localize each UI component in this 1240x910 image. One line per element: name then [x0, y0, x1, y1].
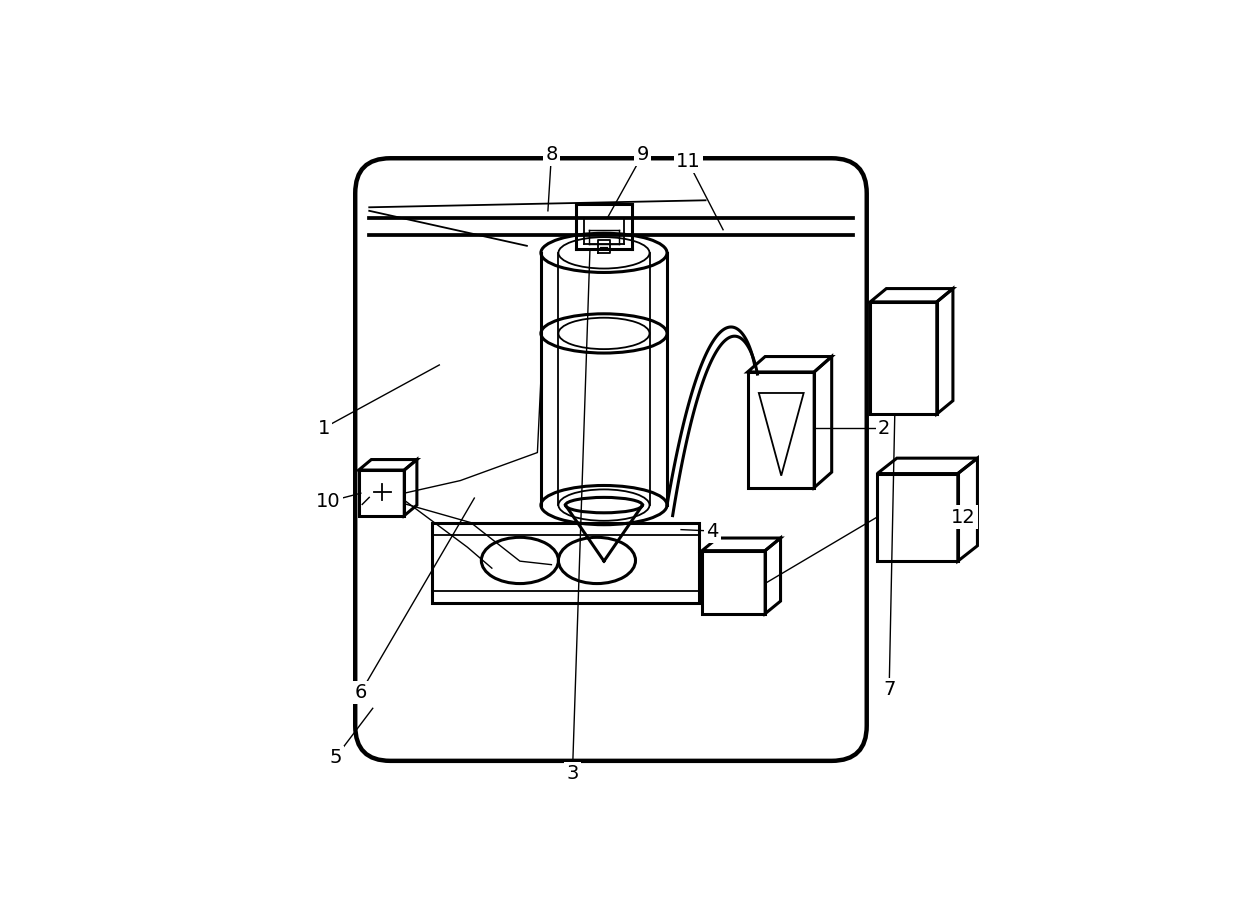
Text: 1: 1: [317, 419, 330, 438]
Text: 8: 8: [546, 146, 558, 164]
Text: 6: 6: [355, 682, 367, 702]
Text: 11: 11: [676, 152, 701, 171]
Text: 5: 5: [330, 748, 342, 767]
Text: 4: 4: [707, 521, 719, 541]
Text: 9: 9: [636, 146, 649, 164]
Text: 3: 3: [567, 764, 579, 783]
Text: 12: 12: [951, 508, 976, 527]
Text: 7: 7: [883, 680, 895, 699]
Text: 10: 10: [316, 492, 341, 511]
Text: 2: 2: [878, 419, 890, 438]
